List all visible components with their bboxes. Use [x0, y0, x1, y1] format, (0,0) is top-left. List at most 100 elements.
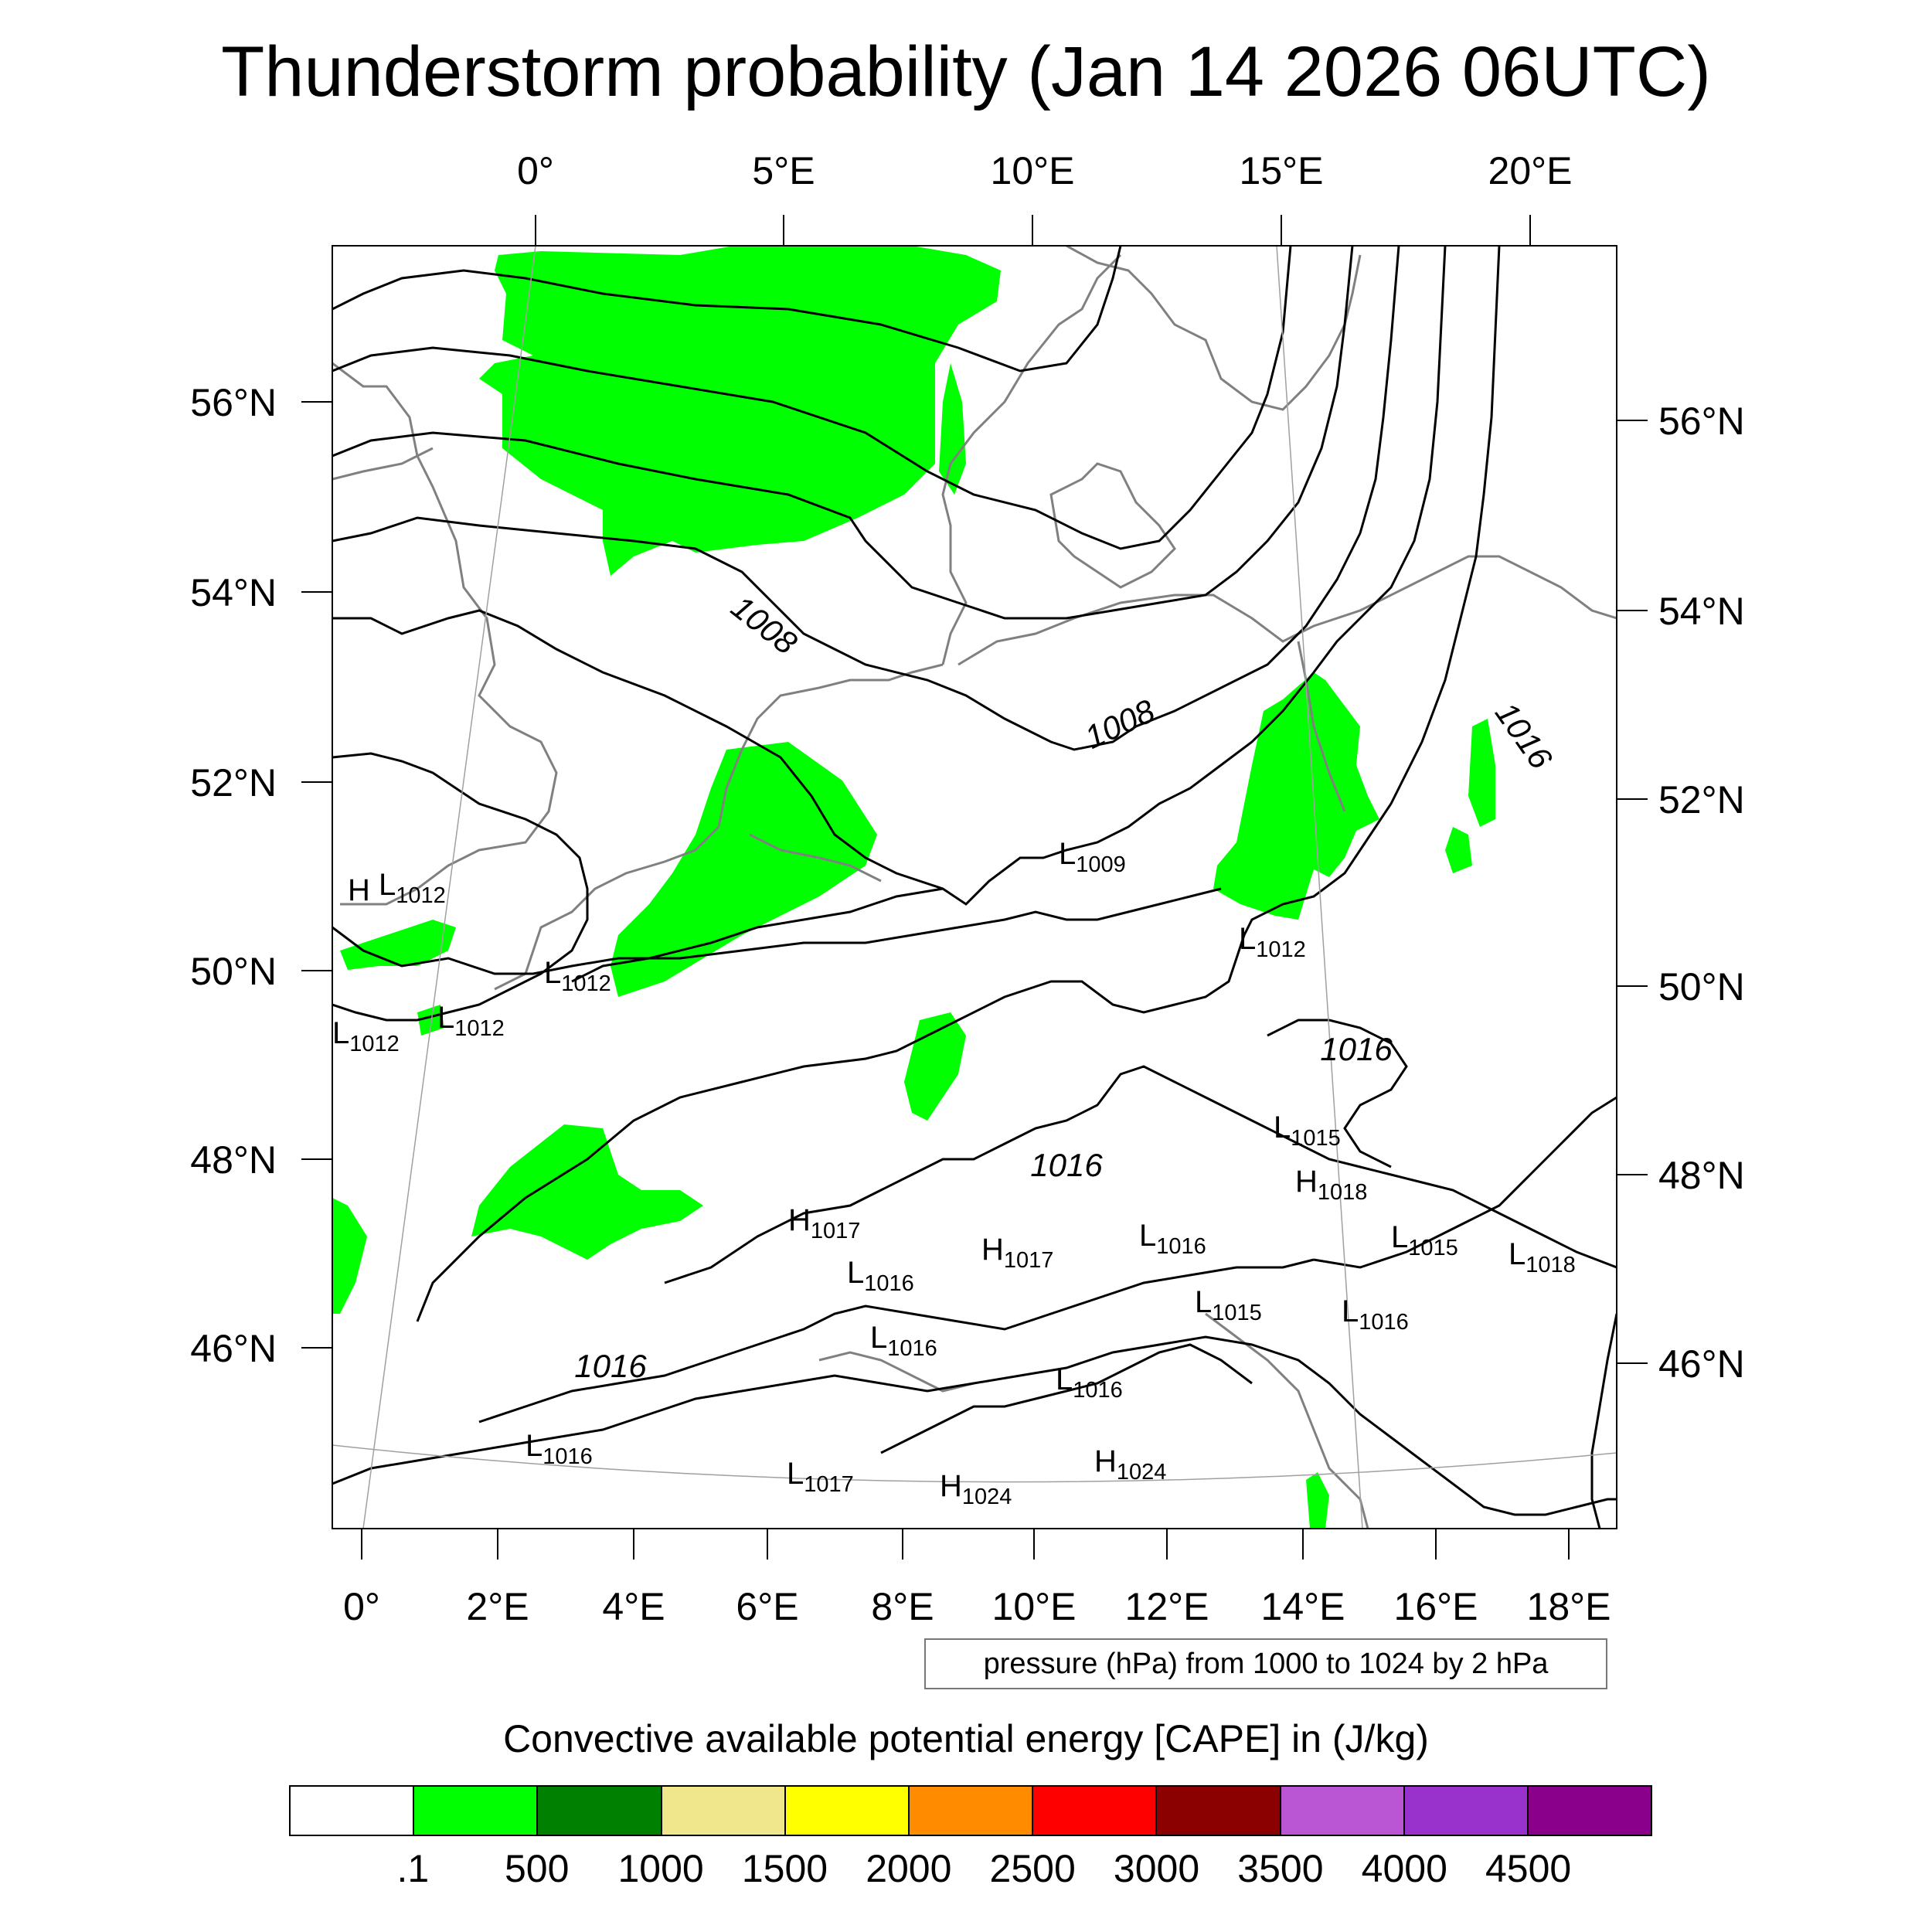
colorbar-tick-label: .1	[396, 1847, 430, 1890]
colorbar-tick-label: 1000	[617, 1847, 704, 1890]
colorbar-tick-label: 1500	[741, 1847, 828, 1890]
pressure-center-label: L1016	[526, 1429, 593, 1469]
bottom-lon-label: 0°	[343, 1585, 380, 1628]
map-frame	[332, 245, 1617, 1529]
coast-uk-east	[332, 362, 558, 906]
pressure-center-label: L1012	[379, 868, 446, 908]
cape-area-benelux	[611, 742, 877, 997]
bottom-lon-label: 6°E	[736, 1585, 798, 1628]
colorbar-segment	[1033, 1787, 1158, 1835]
colorbar-tick-label: 2000	[866, 1847, 952, 1890]
bottom-lon-label: 8°E	[871, 1585, 934, 1628]
bottom-lon-label: 10°E	[992, 1585, 1077, 1628]
colorbar-title: Convective available potential energy [C…	[503, 1717, 1429, 1760]
pressure-center-label: L1015	[1274, 1111, 1341, 1151]
coastlines	[332, 246, 1617, 1529]
colorbar-tick-label: 2500	[989, 1847, 1076, 1890]
coast-denmark	[1049, 462, 1176, 589]
colorbar-tick-label: 3500	[1237, 1847, 1324, 1890]
bottom-lon-label: 14°E	[1261, 1585, 1345, 1628]
colorbar-segment	[909, 1787, 1034, 1835]
isobars	[332, 246, 1617, 1529]
colorbar-tick-label: 4500	[1485, 1847, 1572, 1890]
left-lat-label: 56°N	[190, 381, 277, 424]
coast-italy-north	[1205, 1312, 1369, 1529]
coast-baltic-east	[1529, 570, 1617, 620]
pressure-center-label: L1016	[1342, 1294, 1409, 1335]
border-switzerland	[818, 1351, 975, 1393]
colorbar-tick-label: 4000	[1361, 1847, 1447, 1890]
pressure-center-label: L1016	[1056, 1362, 1123, 1403]
top-lon-label: 15°E	[1240, 149, 1324, 192]
coast-germany-north	[941, 253, 1122, 665]
colorbar-segment	[1404, 1787, 1529, 1835]
left-lat-label: 50°N	[190, 950, 277, 993]
colorbar-segment	[291, 1787, 415, 1835]
isobar-line	[880, 1343, 1253, 1454]
left-lat-label: 54°N	[190, 571, 277, 614]
pressure-center-label: L1012	[1239, 922, 1306, 962]
pressure-center-label: L1016	[870, 1321, 937, 1361]
left-lat-label: 48°N	[190, 1138, 277, 1182]
cape-area-baltic-coast	[1468, 719, 1495, 827]
isobar-line	[478, 1258, 1315, 1423]
colorbar-segment	[662, 1787, 786, 1835]
isobar-label: 1016	[574, 1348, 647, 1384]
axis-ticks	[301, 215, 1648, 1560]
pressure-center-label: H1024	[1094, 1444, 1166, 1485]
cape-area-france-north	[417, 1005, 444, 1036]
coast-sweden	[1066, 246, 1362, 411]
pressure-center-label: L1012	[437, 1001, 505, 1041]
isobar-label: 1016	[1030, 1147, 1103, 1183]
isobar-line	[332, 887, 1222, 975]
colorbar-segment	[1528, 1787, 1651, 1835]
bottom-lon-label: 2°E	[466, 1585, 529, 1628]
colorbar-segment	[1157, 1787, 1281, 1835]
pressure-center-label: H	[348, 873, 370, 907]
coast-baltic-south	[957, 555, 1531, 666]
right-lat-label: 56°N	[1658, 400, 1745, 443]
cape-area-channel	[340, 920, 456, 970]
isobar-label: 1016	[1320, 1031, 1393, 1067]
cape-area-north-sea-east	[939, 363, 966, 495]
border-germany-poland	[1297, 641, 1346, 812]
colorbar-labels: .1 500 1000 1500 2000 2500 3000 3500 4000 4500	[0, 1844, 1932, 1893]
isobar-line	[1313, 1096, 1617, 1269]
bottom-lon-label: 12°E	[1125, 1585, 1209, 1628]
pressure-center-label: H1017	[788, 1203, 860, 1243]
pressure-center-label: L1009	[1059, 837, 1126, 877]
colorbar-segment	[538, 1787, 662, 1835]
cape-area-benelux-north	[726, 796, 819, 850]
colorbar-segment	[785, 1787, 910, 1835]
right-lat-label: 48°N	[1658, 1154, 1745, 1197]
cape-areas	[332, 246, 1495, 1529]
pressure-center-label: L1015	[1195, 1285, 1262, 1325]
cape-area-burgundy	[471, 1124, 703, 1260]
top-lon-label: 5°E	[752, 149, 815, 192]
isobar-line	[1590, 1313, 1617, 1529]
colorbar	[289, 1785, 1652, 1836]
isobar-line	[332, 246, 1122, 372]
cape-area-west-edge	[332, 1198, 367, 1314]
left-lat-label: 52°N	[190, 761, 277, 804]
pressure-center-label: H1024	[940, 1469, 1012, 1509]
pressure-center-label: L1012	[544, 956, 611, 996]
isobar-line	[332, 246, 1400, 751]
coast-ireland-sea	[332, 447, 434, 481]
colorbar-segment	[414, 1787, 539, 1835]
pressure-centers: H L1012 L1012 L1012 L1012 L1009 L1012 L1…	[332, 837, 1576, 1509]
cape-area-central-europe	[1213, 672, 1379, 920]
isobar-line	[1267, 1019, 1408, 1168]
colorbar-segment	[1281, 1787, 1405, 1835]
chart-title: Thunderstorm probability (Jan 14 2026 06…	[221, 32, 1711, 111]
pressure-center-label: H1017	[981, 1233, 1053, 1273]
pressure-center-label: L1018	[1509, 1237, 1576, 1277]
colorbar-tick-label: 3000	[1113, 1847, 1200, 1890]
isobar-line	[416, 246, 1501, 1322]
isobar-line	[332, 246, 1354, 620]
cape-area-north-sea	[479, 246, 1001, 576]
pressure-center-label: L1016	[847, 1256, 914, 1296]
right-lat-label: 46°N	[1658, 1342, 1745, 1386]
bottom-lon-label: 18°E	[1527, 1585, 1611, 1628]
